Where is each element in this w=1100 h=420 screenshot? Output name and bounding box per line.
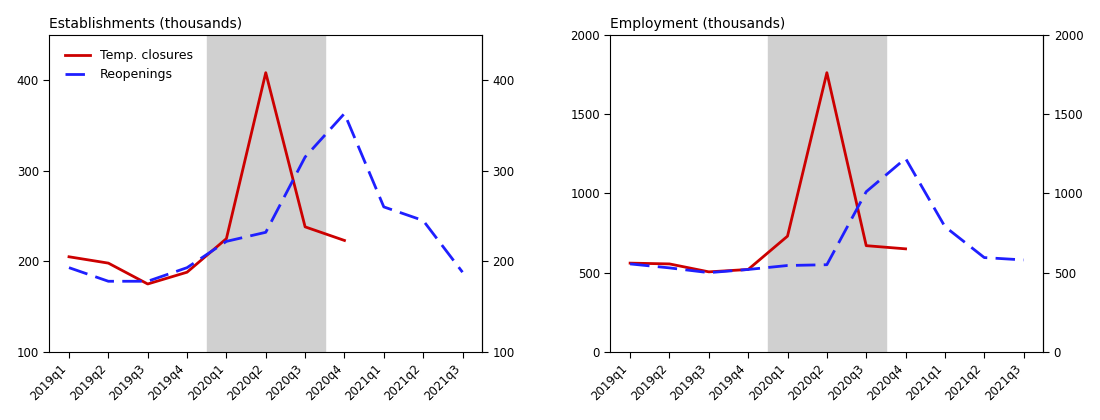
Legend: Temp. closures, Reopenings: Temp. closures, Reopenings <box>59 44 198 86</box>
Bar <box>768 34 886 352</box>
Text: Employment (thousands): Employment (thousands) <box>610 17 785 31</box>
Bar <box>207 34 324 352</box>
Text: Establishments (thousands): Establishments (thousands) <box>50 17 242 31</box>
